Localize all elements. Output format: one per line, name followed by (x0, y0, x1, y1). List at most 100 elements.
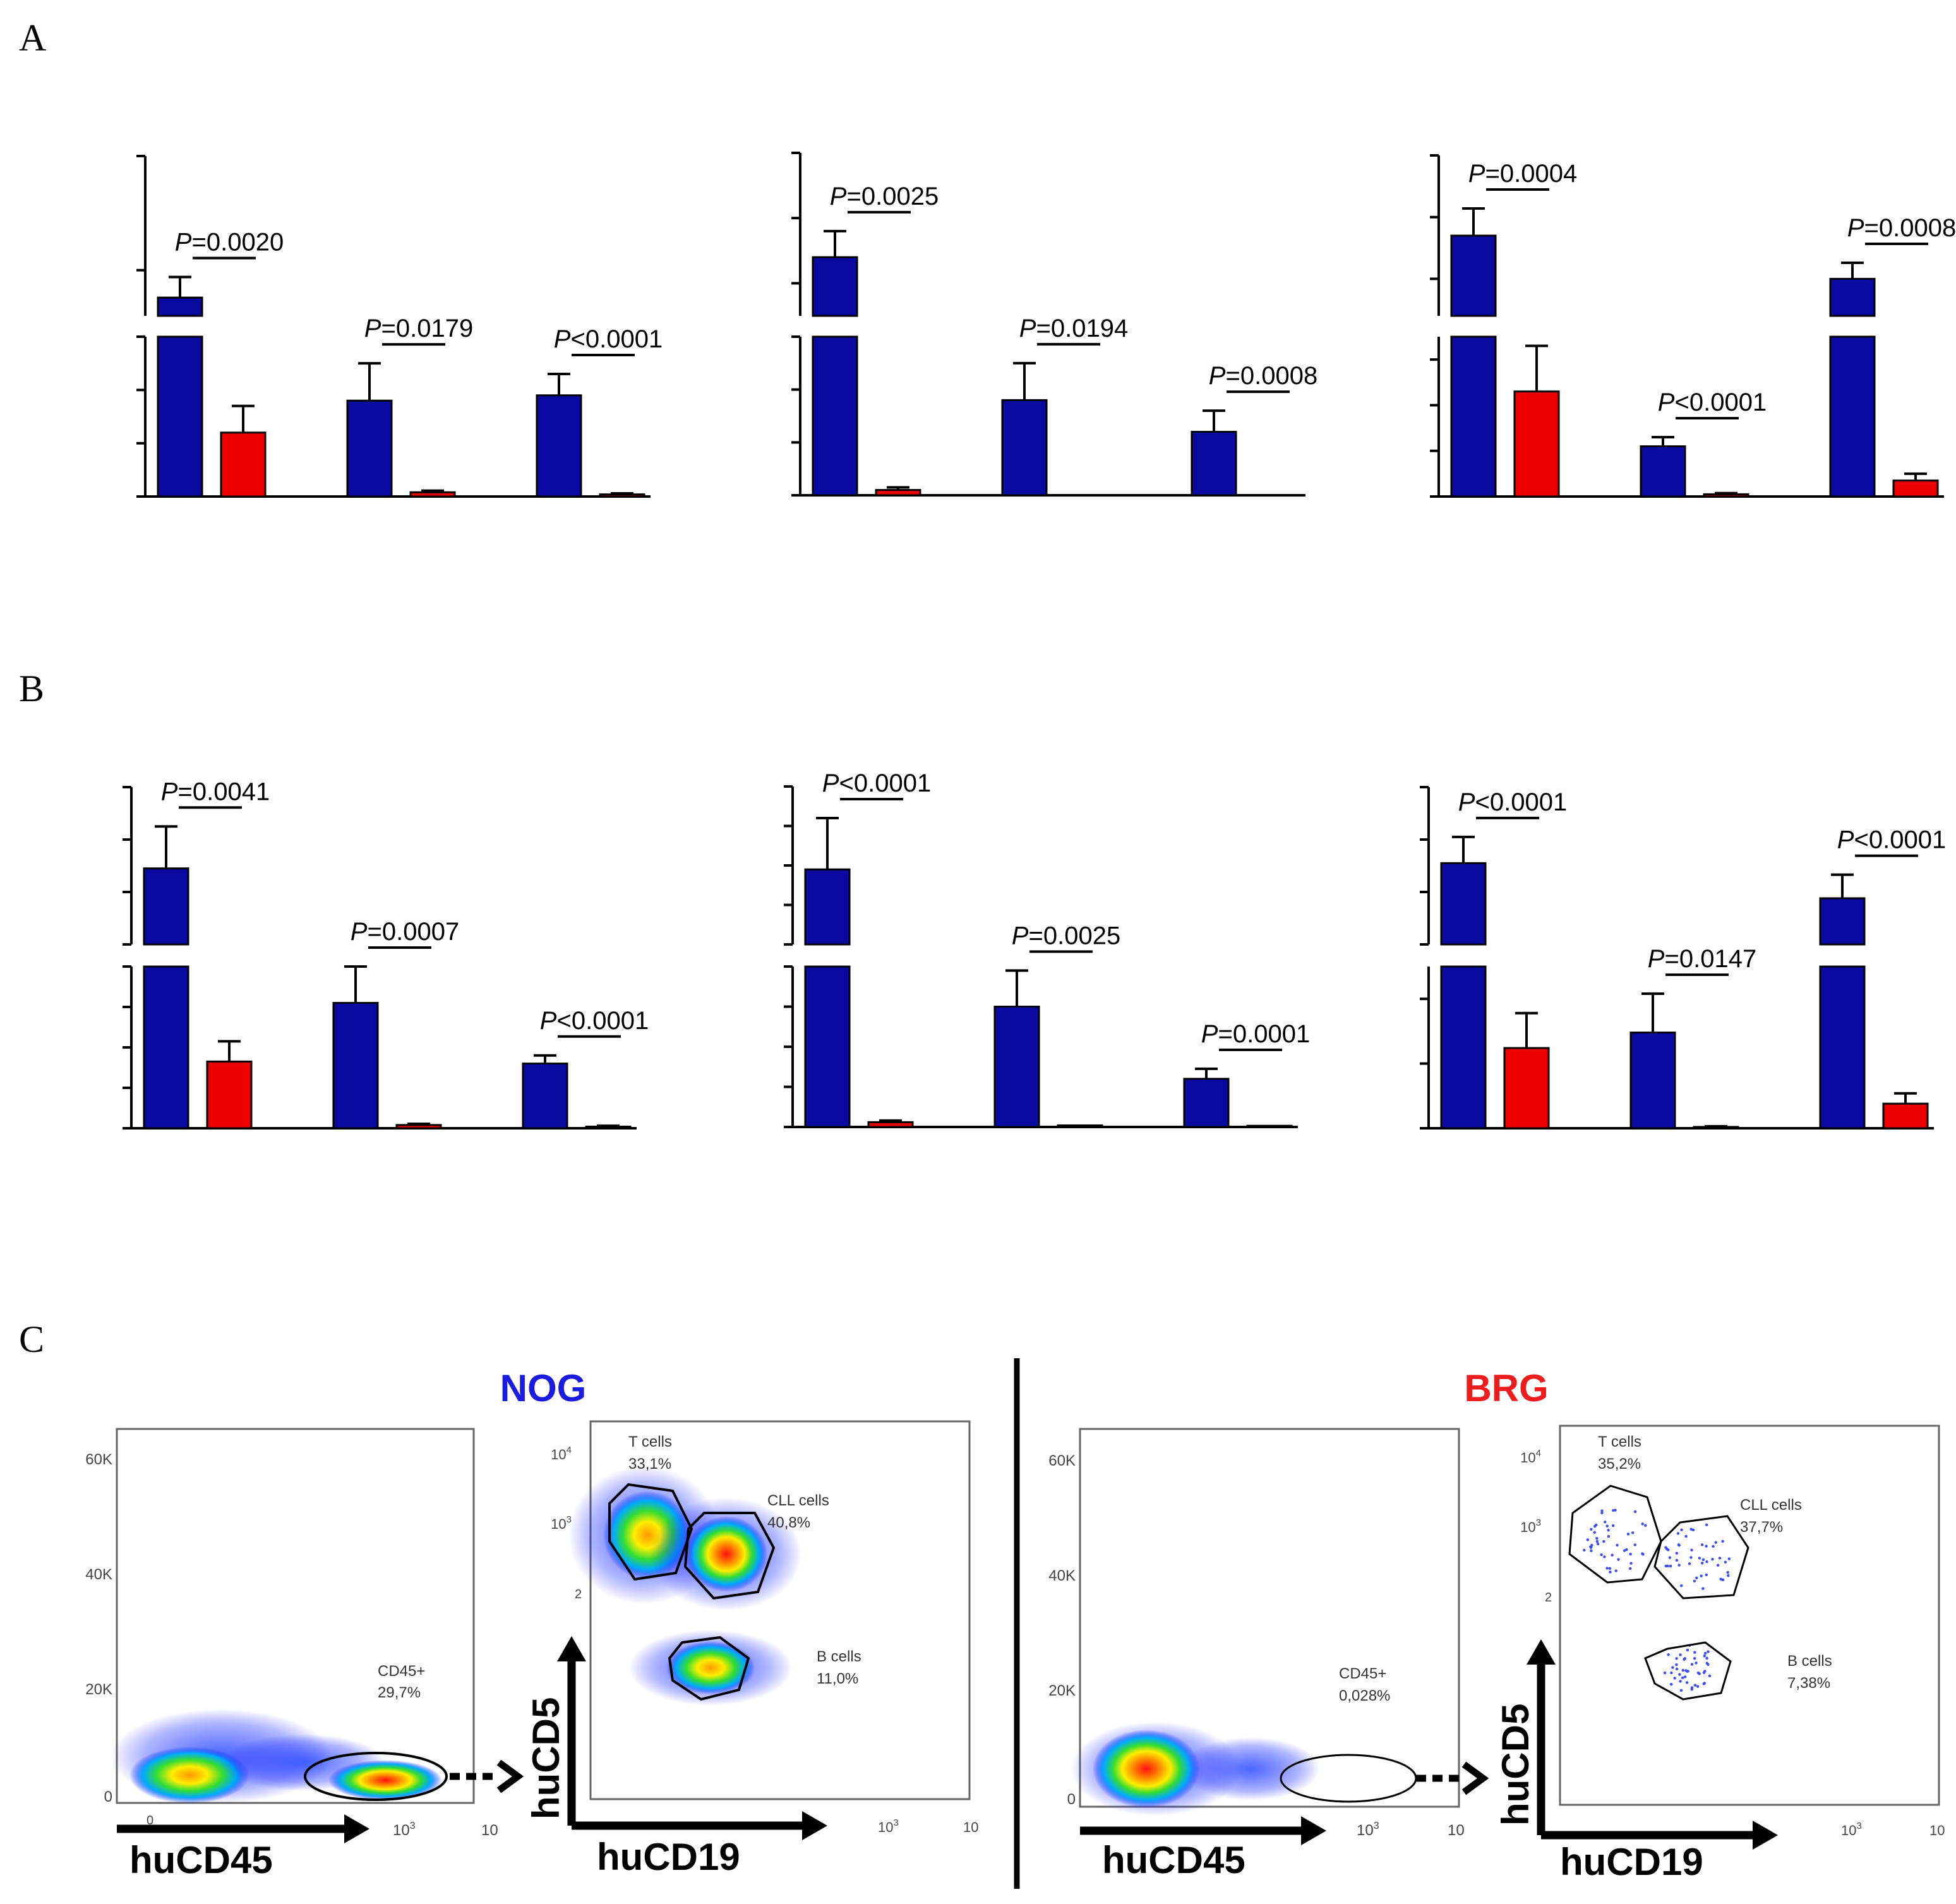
bar-brg-blood (1882, 1102, 1929, 1130)
cll-gate (1653, 1515, 1749, 1600)
bar-brg-blood (1892, 479, 1939, 498)
p-value-text: <0.0001 (570, 325, 663, 353)
tick-base: 10 (1357, 1822, 1374, 1839)
event-dot (1693, 1657, 1696, 1660)
x-arrow-head (1753, 1821, 1778, 1850)
bar-nog-femur (993, 1006, 1040, 1128)
event-dot (1718, 1557, 1722, 1560)
event-dot (1644, 1524, 1647, 1527)
p-value-text: =0.0194 (1036, 315, 1128, 342)
p-value-text: =0.0001 (1218, 1020, 1310, 1048)
event-dot (1607, 1529, 1610, 1532)
event-dot (1685, 1681, 1689, 1684)
bar-nog-spleen (804, 868, 851, 946)
event-dot (1721, 1578, 1725, 1581)
p-symbol: P (1468, 160, 1485, 188)
x-tick-1e3: 103 (1841, 1821, 1862, 1838)
y-tick-60k: 60K (1048, 1452, 1076, 1469)
bar-nog-spleen (157, 296, 203, 317)
tick-exponent: 3 (567, 1514, 572, 1525)
event-dot (1616, 1543, 1619, 1547)
event-dot (1600, 1509, 1604, 1512)
p-symbol: P (830, 183, 847, 210)
p-value: P=0.0179 (364, 315, 473, 342)
bar-nog-femur (332, 1002, 379, 1130)
t-cell-gate (608, 1483, 693, 1581)
cll-density (685, 1516, 767, 1592)
bar-nog-spleen (1450, 234, 1497, 317)
event-dot (1663, 1672, 1667, 1675)
p-value: P=0.0025 (1012, 922, 1120, 949)
y-tick-40k: 40K (85, 1566, 112, 1583)
p-value-text: =0.0025 (1028, 922, 1120, 949)
density-cloud-core (129, 1747, 249, 1804)
nog-title: NOG (500, 1367, 587, 1409)
tick-exponent: 3 (1374, 1821, 1379, 1831)
y-axis-label: huCD5 (525, 1697, 567, 1819)
event-dot (1617, 1558, 1620, 1561)
event-dot (1602, 1539, 1605, 1543)
event-dot (1664, 1564, 1667, 1568)
y-axis-label: huCD5 (1494, 1704, 1537, 1826)
y-tick-1e3: 103 (551, 1514, 572, 1532)
bar-nog-spleen-lower (1450, 335, 1497, 498)
x-tick-10: 10 (1929, 1823, 1945, 1838)
event-dot (1705, 1545, 1708, 1548)
x-tick-10: 10 (1448, 1822, 1465, 1839)
event-dot (1686, 1648, 1689, 1652)
brg-sparse-events (1583, 1509, 1731, 1692)
p-symbol: P (540, 1007, 557, 1035)
gate-connector-head (496, 1759, 524, 1793)
tick-base: 10 (551, 1516, 566, 1532)
tick-base: 10 (1841, 1823, 1856, 1838)
event-dot (1681, 1676, 1684, 1680)
bar-nog-spleen-lower (812, 335, 858, 497)
p-value-text: <0.0001 (1475, 788, 1567, 816)
p-value-text: =0.0008 (1225, 362, 1317, 390)
event-dot (1679, 1680, 1682, 1683)
x-tick-10: 10 (481, 1822, 498, 1839)
event-dot (1705, 1573, 1708, 1577)
event-dot (1693, 1579, 1696, 1582)
x-tick-0: 0 (147, 1814, 153, 1828)
event-dot (1607, 1534, 1611, 1538)
event-dot (1678, 1673, 1681, 1676)
event-dot (1691, 1528, 1695, 1532)
p-symbol: P (822, 769, 839, 797)
p-value: P<0.0001 (554, 325, 663, 353)
event-dot (1675, 1552, 1679, 1555)
p-value: P<0.0001 (1837, 826, 1946, 854)
bar-brg-femur (395, 1124, 442, 1130)
bar-nog-femur (1640, 445, 1686, 498)
bar-nog-blood-lower (1829, 335, 1876, 498)
event-dot (1633, 1543, 1636, 1546)
event-dot (1614, 1569, 1617, 1572)
bar-brg-spleen (867, 1121, 914, 1128)
event-dot (1595, 1539, 1599, 1543)
p-symbol: P (161, 778, 178, 805)
tick-exponent: 3 (410, 1821, 416, 1831)
p-value-text: <0.0001 (839, 769, 931, 797)
event-dot (1669, 1565, 1672, 1568)
event-dot (1703, 1654, 1706, 1658)
event-dot (1673, 1677, 1676, 1680)
event-dot (1724, 1560, 1727, 1564)
event-dot (1711, 1558, 1714, 1561)
p-value-text: =0.0020 (191, 229, 284, 256)
bar-nog-spleen-lower (157, 335, 203, 498)
p-value: P=0.0194 (1019, 315, 1128, 342)
tick-exponent: 4 (1536, 1448, 1541, 1459)
event-dot (1667, 1653, 1670, 1656)
event-dot (1701, 1558, 1705, 1562)
event-dot (1690, 1686, 1694, 1689)
tick-base: 10 (393, 1822, 410, 1839)
event-dot (1703, 1651, 1707, 1655)
bar-brg-spleen (206, 1060, 253, 1130)
p-value-text: =0.0179 (381, 315, 473, 342)
p-value: P<0.0001 (540, 1007, 649, 1035)
